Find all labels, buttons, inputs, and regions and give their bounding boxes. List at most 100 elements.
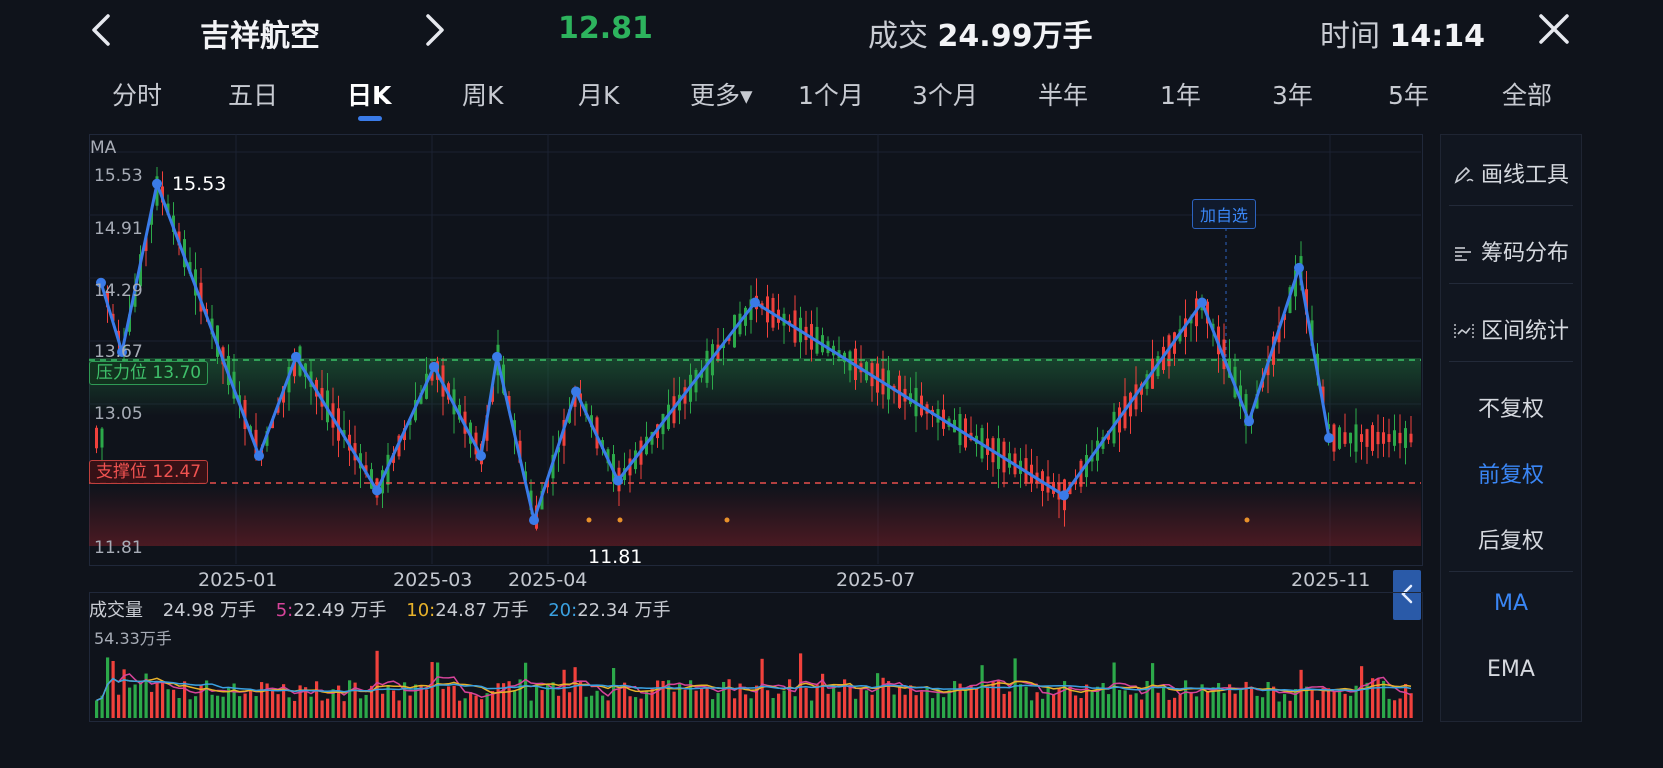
tab-3-year[interactable]: 3年 — [1272, 81, 1313, 110]
candle-body — [1343, 432, 1347, 444]
time-value: 14:14 — [1389, 19, 1486, 54]
volume-bar — [705, 686, 709, 718]
volume-bar — [1261, 697, 1265, 718]
volume-bar — [1294, 689, 1298, 718]
tab-5-year[interactable]: 5年 — [1388, 81, 1429, 110]
volume-bar — [507, 681, 511, 718]
tab-daily-k[interactable]: 日K — [347, 81, 392, 110]
ma-indicator-button[interactable]: MA — [1493, 591, 1529, 616]
volume-bar — [1189, 691, 1193, 718]
tab-1-year[interactable]: 1年 — [1160, 81, 1201, 110]
volume-ma10-label: 10: — [406, 600, 436, 621]
volume-bar — [1398, 698, 1402, 718]
volume-bar — [155, 680, 159, 718]
volume-bar — [859, 688, 863, 718]
volume-chart[interactable] — [89, 592, 1422, 721]
volume-bar — [1211, 687, 1215, 718]
volume-bar — [1134, 693, 1138, 718]
chevron-left-icon — [92, 14, 110, 46]
volume-chart-area[interactable] — [89, 592, 1423, 722]
volume-bar — [111, 660, 115, 718]
volume-bar — [738, 683, 742, 718]
collapse-panel-button[interactable] — [1393, 570, 1421, 620]
tab-more[interactable]: 更多▾ — [690, 81, 753, 110]
volume-bar — [359, 698, 363, 718]
tab-all[interactable]: 全部 — [1502, 81, 1553, 110]
candle-body — [1349, 432, 1352, 444]
volume-bar — [678, 682, 682, 718]
range-stats-button[interactable]: 区间统计 — [1441, 313, 1581, 345]
trend-pivot — [1197, 297, 1207, 308]
candle-body — [1404, 428, 1407, 448]
tab-five-day[interactable]: 五日 — [228, 81, 279, 110]
tab-intraday[interactable]: 分时 — [112, 81, 163, 110]
trend-pivot — [96, 277, 106, 288]
y-tick-1: 15.53 — [94, 166, 143, 186]
volume-bar — [1266, 681, 1270, 718]
volume-bar — [551, 682, 555, 718]
volume-bar — [331, 689, 335, 718]
volume-bar — [524, 662, 528, 718]
forward-adjust-button[interactable]: 前复权 — [1477, 463, 1544, 488]
candle-body — [1387, 434, 1391, 443]
volume-bar — [513, 690, 517, 718]
next-stock-button[interactable] — [422, 10, 448, 57]
ema-indicator-button[interactable]: EMA — [1487, 657, 1535, 682]
trend-pivot — [492, 351, 502, 362]
volume-bar — [920, 691, 924, 718]
no-adjust-button[interactable]: 不复权 — [1477, 397, 1544, 422]
volume-bar — [788, 679, 792, 718]
volume-bar — [386, 685, 390, 718]
range-stats-icon — [1454, 324, 1474, 338]
volume-bar — [826, 693, 830, 718]
tab-monthly-k[interactable]: 月K — [578, 81, 620, 110]
volume-ma5: 5:22.49 万手 — [276, 600, 387, 621]
volume-bar — [1090, 691, 1094, 718]
back-button[interactable] — [88, 10, 114, 57]
volume-bar — [595, 690, 599, 718]
volume-bar — [1360, 666, 1364, 718]
draw-tools-button[interactable]: 画线工具 — [1441, 157, 1581, 189]
volume-bar — [177, 698, 181, 718]
kline-chart[interactable] — [89, 134, 1422, 565]
indicator-label[interactable]: MA — [90, 138, 117, 158]
backward-adjust-button[interactable]: 后复权 — [1477, 529, 1544, 554]
volume-bar — [579, 680, 583, 718]
add-watchlist-button[interactable]: 加自选 — [1192, 199, 1257, 229]
volume-bar — [590, 695, 594, 718]
volume-bar — [1255, 695, 1259, 718]
volume-bar — [573, 667, 577, 718]
volume-bar — [375, 650, 379, 718]
tab-1-month[interactable]: 1个月 — [798, 81, 864, 110]
side-divider — [1449, 205, 1573, 206]
close-button[interactable] — [1537, 12, 1571, 53]
volume-bar — [832, 685, 836, 718]
tab-3-month[interactable]: 3个月 — [912, 81, 978, 110]
volume-bar — [1305, 686, 1309, 718]
volume-bar — [271, 690, 275, 718]
kline-chart-area[interactable] — [89, 134, 1423, 566]
volume-bar — [381, 693, 385, 718]
volume-bar — [540, 690, 544, 718]
volume-bar — [348, 680, 352, 718]
volume-bar — [139, 682, 143, 718]
volume-bar — [1228, 684, 1232, 718]
volume-ma20: 20:22.34 万手 — [548, 600, 670, 621]
tab-half-year[interactable]: 半年 — [1038, 81, 1089, 110]
trend-pivot — [372, 485, 382, 496]
volume-bar — [293, 700, 297, 718]
range-stats-label: 区间统计 — [1480, 319, 1569, 344]
chip-distribution-button[interactable]: 筹码分布 — [1441, 235, 1581, 267]
close-icon — [1539, 14, 1569, 44]
volume-bar — [1151, 663, 1155, 718]
volume-bar — [408, 695, 412, 718]
volume-bar — [216, 695, 220, 718]
volume-bar — [1167, 699, 1171, 718]
volume-bar — [1118, 689, 1122, 718]
volume-bar — [309, 696, 313, 718]
volume-bar — [1299, 669, 1303, 718]
volume-bar — [425, 689, 429, 718]
volume-bar — [441, 688, 445, 718]
tab-weekly-k[interactable]: 周K — [462, 81, 504, 110]
chip-distribution-icon — [1454, 247, 1471, 261]
